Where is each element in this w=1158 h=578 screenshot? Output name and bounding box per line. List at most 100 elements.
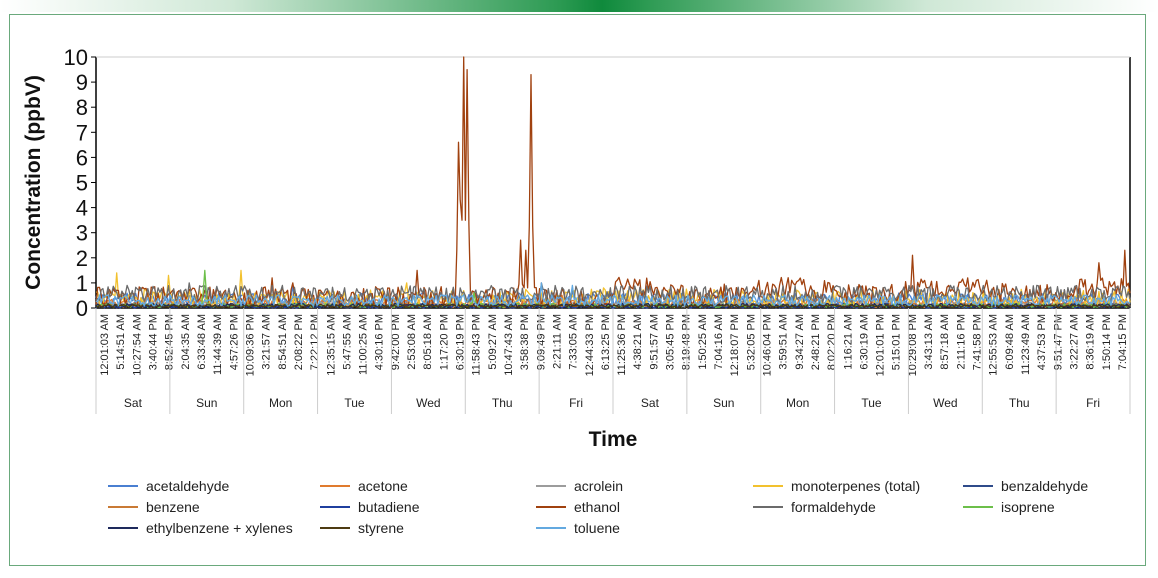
x-time-label: 5:14:51 AM <box>115 314 127 370</box>
y-tick-label: 9 <box>76 70 88 95</box>
x-day-label: Tue <box>344 396 365 410</box>
x-time-label: 3:58:38 PM <box>519 314 531 370</box>
legend-item: butadiene <box>320 499 420 515</box>
legend-swatch <box>108 485 138 487</box>
legend-item: acetaldehyde <box>108 478 229 494</box>
x-time-label: 12:44:33 PM <box>584 314 596 376</box>
legend-item: styrene <box>320 520 404 536</box>
x-time-label: 1:50:25 AM <box>697 314 709 370</box>
legend-swatch <box>536 485 566 487</box>
x-time-label: 9:34:27 AM <box>794 314 806 370</box>
x-time-label: 1:16:21 AM <box>842 314 854 370</box>
x-time-label: 3:22:27 AM <box>1068 314 1080 370</box>
legend-label: formaldehyde <box>791 499 876 515</box>
legend-item: ethanol <box>536 499 620 515</box>
x-time-label: 10:46:04 PM <box>761 314 773 376</box>
x-day-label: Sat <box>641 396 660 410</box>
legend-label: acrolein <box>574 478 624 494</box>
x-time-label: 7:41:58 PM <box>972 314 984 370</box>
x-day-label: Sat <box>124 396 143 410</box>
legend-item: benzaldehyde <box>963 478 1088 494</box>
x-time-label: 6:30:19 AM <box>858 314 870 370</box>
legend-label: styrene <box>358 520 404 536</box>
legend-swatch <box>536 506 566 508</box>
x-time-label: 4:57:26 PM <box>228 314 240 370</box>
x-time-label: 2:11:16 PM <box>955 314 967 369</box>
x-day-label: Fri <box>569 396 583 410</box>
x-day-label: Sun <box>713 396 734 410</box>
legend-label: monoterpenes (total) <box>791 478 921 494</box>
legend-label: benzene <box>146 499 200 515</box>
y-tick-label: 8 <box>76 95 88 120</box>
x-time-label: 3:05:45 PM <box>665 314 677 370</box>
x-time-label: 2:08:22 PM <box>293 314 305 370</box>
legend-swatch <box>536 527 566 529</box>
x-time-label: 11:00:25 AM <box>358 314 370 375</box>
y-tick-label: 7 <box>76 120 88 145</box>
x-time-label: 8:05:18 AM <box>422 314 434 370</box>
x-time-label: 12:35:15 AM <box>325 314 337 376</box>
legend-swatch <box>108 527 138 529</box>
legend-item: monoterpenes (total) <box>753 478 920 494</box>
series-line-styrene <box>95 303 1131 309</box>
legend-label: acetaldehyde <box>146 478 230 494</box>
x-time-label: 3:21:57 AM <box>261 314 273 370</box>
legend-label: butadiene <box>358 499 420 515</box>
x-time-label: 4:37:53 PM <box>1036 314 1048 370</box>
x-time-label: 5:32:05 PM <box>745 314 757 370</box>
x-time-label: 11:58:43 PM <box>471 314 483 376</box>
x-time-label: 6:09:48 AM <box>1004 314 1016 370</box>
x-time-label: 6:33:48 AM <box>196 314 208 370</box>
x-time-label: 10:47:43 AM <box>503 314 515 376</box>
legend-item: acetone <box>320 478 408 494</box>
x-day-label: Wed <box>416 396 440 410</box>
x-time-label: 5:09:27 AM <box>487 314 499 370</box>
y-tick-label: 4 <box>76 196 88 221</box>
x-day-label: Wed <box>933 396 957 410</box>
x-time-label: 2:21:11 AM <box>551 314 563 369</box>
x-time-label: 9:51:47 PM <box>1052 314 1064 370</box>
legend-swatch <box>963 485 993 487</box>
legend-item: isoprene <box>963 499 1055 515</box>
x-time-label: 7:04:16 AM <box>713 314 725 370</box>
x-time-label: 10:29:08 PM <box>907 314 919 376</box>
legend-label: isoprene <box>1001 499 1055 515</box>
x-time-label: 1:17:20 PM <box>438 314 450 370</box>
legend-label: benzaldehyde <box>1001 478 1089 494</box>
series-line-toluene <box>95 282 1131 307</box>
x-time-label: 4:30:16 PM <box>374 314 386 370</box>
x-time-label: 3:40:44 PM <box>148 314 160 370</box>
x-time-label: 8:36:19 AM <box>1085 314 1097 370</box>
x-time-label: 5:15:01 PM <box>891 314 903 370</box>
x-time-label: 6:13:25 PM <box>600 314 612 370</box>
x-time-label: 8:54:51 AM <box>277 314 289 370</box>
x-time-label: 2:04:35 AM <box>180 314 192 370</box>
legend-swatch <box>108 506 138 508</box>
x-time-label: 5:47:55 AM <box>341 314 353 370</box>
x-day-label: Sun <box>196 396 217 410</box>
x-time-label: 3:59:51 AM <box>778 314 790 370</box>
x-time-label: 9:42:00 PM <box>390 314 402 370</box>
x-time-label: 12:01:01 PM <box>875 314 887 376</box>
legend-swatch <box>320 506 350 508</box>
x-time-label: 8:02:20 PM <box>826 314 838 370</box>
legend-item: acrolein <box>536 478 623 494</box>
figure-frame <box>9 14 1146 566</box>
x-time-label: 7:22:12 PM <box>309 314 321 370</box>
x-time-label: 10:09:36 PM <box>244 314 256 376</box>
x-day-label: Thu <box>492 396 513 410</box>
x-day-label: Fri <box>1086 396 1100 410</box>
x-time-label: 2:53:08 AM <box>406 314 418 370</box>
x-time-label: 10:27:54 AM <box>131 314 143 376</box>
top-accent-bar <box>0 0 1158 12</box>
legend-swatch <box>963 506 993 508</box>
x-time-label: 7:33:05 AM <box>568 314 580 370</box>
legend-item: benzene <box>108 499 200 515</box>
x-day-label: Mon <box>786 396 809 410</box>
y-tick-label: 2 <box>76 246 88 271</box>
x-time-label: 12:01:03 AM <box>99 314 111 376</box>
x-time-label: 11:23:49 AM <box>1020 314 1032 375</box>
x-time-label: 9:51:57 AM <box>648 314 660 370</box>
legend-item: toluene <box>536 520 620 536</box>
